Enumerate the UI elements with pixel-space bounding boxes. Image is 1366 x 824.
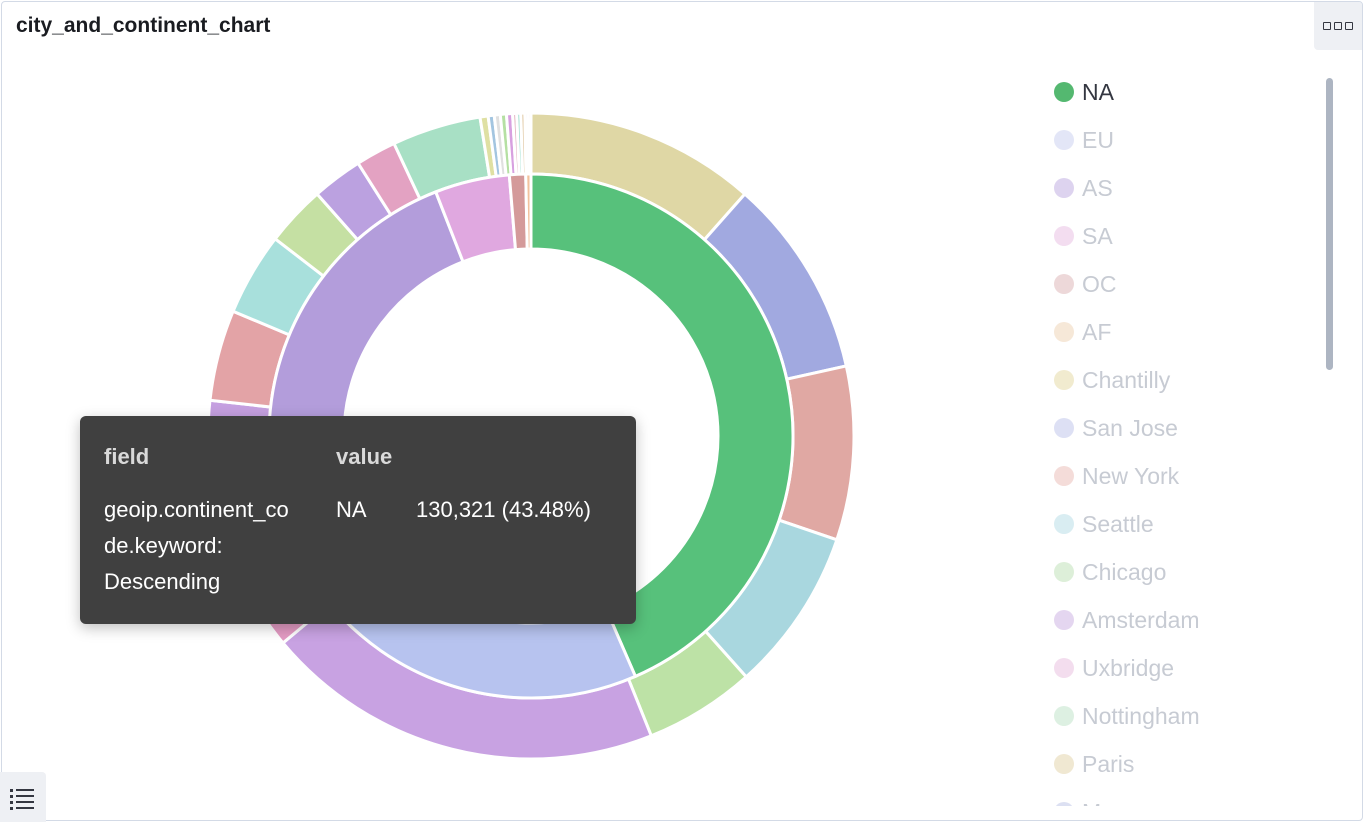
legend-color-dot (1054, 274, 1074, 294)
legend-color-dot (1054, 82, 1074, 102)
tooltip-field-line: Descending (104, 569, 221, 594)
legend-item[interactable]: Nottingham (1050, 692, 1320, 740)
legend-item[interactable]: Amsterdam (1050, 596, 1320, 644)
legend-color-dot (1054, 802, 1074, 806)
legend-label: Paris (1082, 750, 1135, 777)
legend-item[interactable]: Paris (1050, 740, 1320, 788)
options-dot-icon (1345, 22, 1353, 30)
legend-scrollbar[interactable] (1326, 78, 1333, 370)
legend-label: Nottingham (1082, 702, 1200, 729)
legend-label: SA (1082, 222, 1113, 249)
legend-item[interactable]: OC (1050, 260, 1320, 308)
donut-chart (206, 111, 856, 761)
chart-tooltip: field value geoip.continent_co de.keywor… (80, 416, 636, 624)
legend-toggle-button[interactable] (0, 772, 46, 822)
legend-item[interactable]: SA (1050, 212, 1320, 260)
legend-item[interactable]: Chicago (1050, 548, 1320, 596)
legend-color-dot (1054, 514, 1074, 534)
legend-item[interactable]: NA (1050, 68, 1320, 116)
legend-label: Seattle (1082, 510, 1154, 537)
legend-label: Chantilly (1082, 366, 1171, 393)
outer-slice-small-10[interactable] (526, 111, 533, 176)
legend-label: New York (1082, 462, 1180, 489)
legend-color-dot (1054, 418, 1074, 438)
legend-label: Amsterdam (1082, 606, 1200, 633)
legend-label: AF (1082, 318, 1112, 345)
legend-item[interactable]: Chantilly (1050, 356, 1320, 404)
legend-color-dot (1054, 226, 1074, 246)
panel-title: city_and_continent_chart (16, 14, 271, 37)
legend-label: Chicago (1082, 558, 1167, 585)
chart-legend: NA EU AS SA OC AF Chantilly San Jose New York Sea… (1050, 68, 1320, 806)
legend-item[interactable]: New York (1050, 452, 1320, 500)
legend-item[interactable]: EU (1050, 116, 1320, 164)
legend-label: Uxbridge (1082, 654, 1175, 681)
options-dot-icon (1334, 22, 1342, 30)
legend-color-dot (1054, 130, 1074, 150)
legend-item[interactable]: AS (1050, 164, 1320, 212)
legend-item[interactable]: Uxbridge (1050, 644, 1320, 692)
legend-color-dot (1054, 322, 1074, 342)
tooltip-header-field: field (104, 444, 150, 469)
tooltip-header-value: value (336, 444, 393, 469)
inner-slice-na[interactable] (529, 172, 795, 679)
inner-slice-af[interactable] (524, 172, 533, 251)
legend-color-dot (1054, 610, 1074, 630)
legend-item[interactable]: AF (1050, 308, 1320, 356)
legend-item[interactable]: Seattle (1050, 500, 1320, 548)
legend-item[interactable]: San Jose (1050, 404, 1320, 452)
legend-color-dot (1054, 370, 1074, 390)
legend-label: OC (1082, 270, 1117, 297)
tooltip-value-count: 130,321 (43.48%) (416, 497, 591, 522)
tooltip-value-label: NA (336, 497, 367, 522)
legend-label: San Jose (1082, 414, 1178, 441)
tooltip-field-line: geoip.continent_co (104, 497, 289, 522)
panel-options-button[interactable] (1314, 2, 1362, 50)
legend-label: EU (1082, 126, 1114, 153)
legend-color-dot (1054, 658, 1074, 678)
legend-label: NA (1082, 78, 1114, 105)
legend-label: Moscow (1082, 799, 1166, 807)
legend-color-dot (1054, 562, 1074, 582)
legend-color-dot (1054, 178, 1074, 198)
legend-color-dot (1054, 466, 1074, 486)
legend-item[interactable]: Moscow (1050, 788, 1320, 806)
legend-color-dot (1054, 706, 1074, 726)
legend-color-dot (1054, 754, 1074, 774)
options-dot-icon (1323, 22, 1331, 30)
tooltip-field-line: de.keyword: (104, 533, 223, 558)
legend-label: AS (1082, 174, 1113, 201)
